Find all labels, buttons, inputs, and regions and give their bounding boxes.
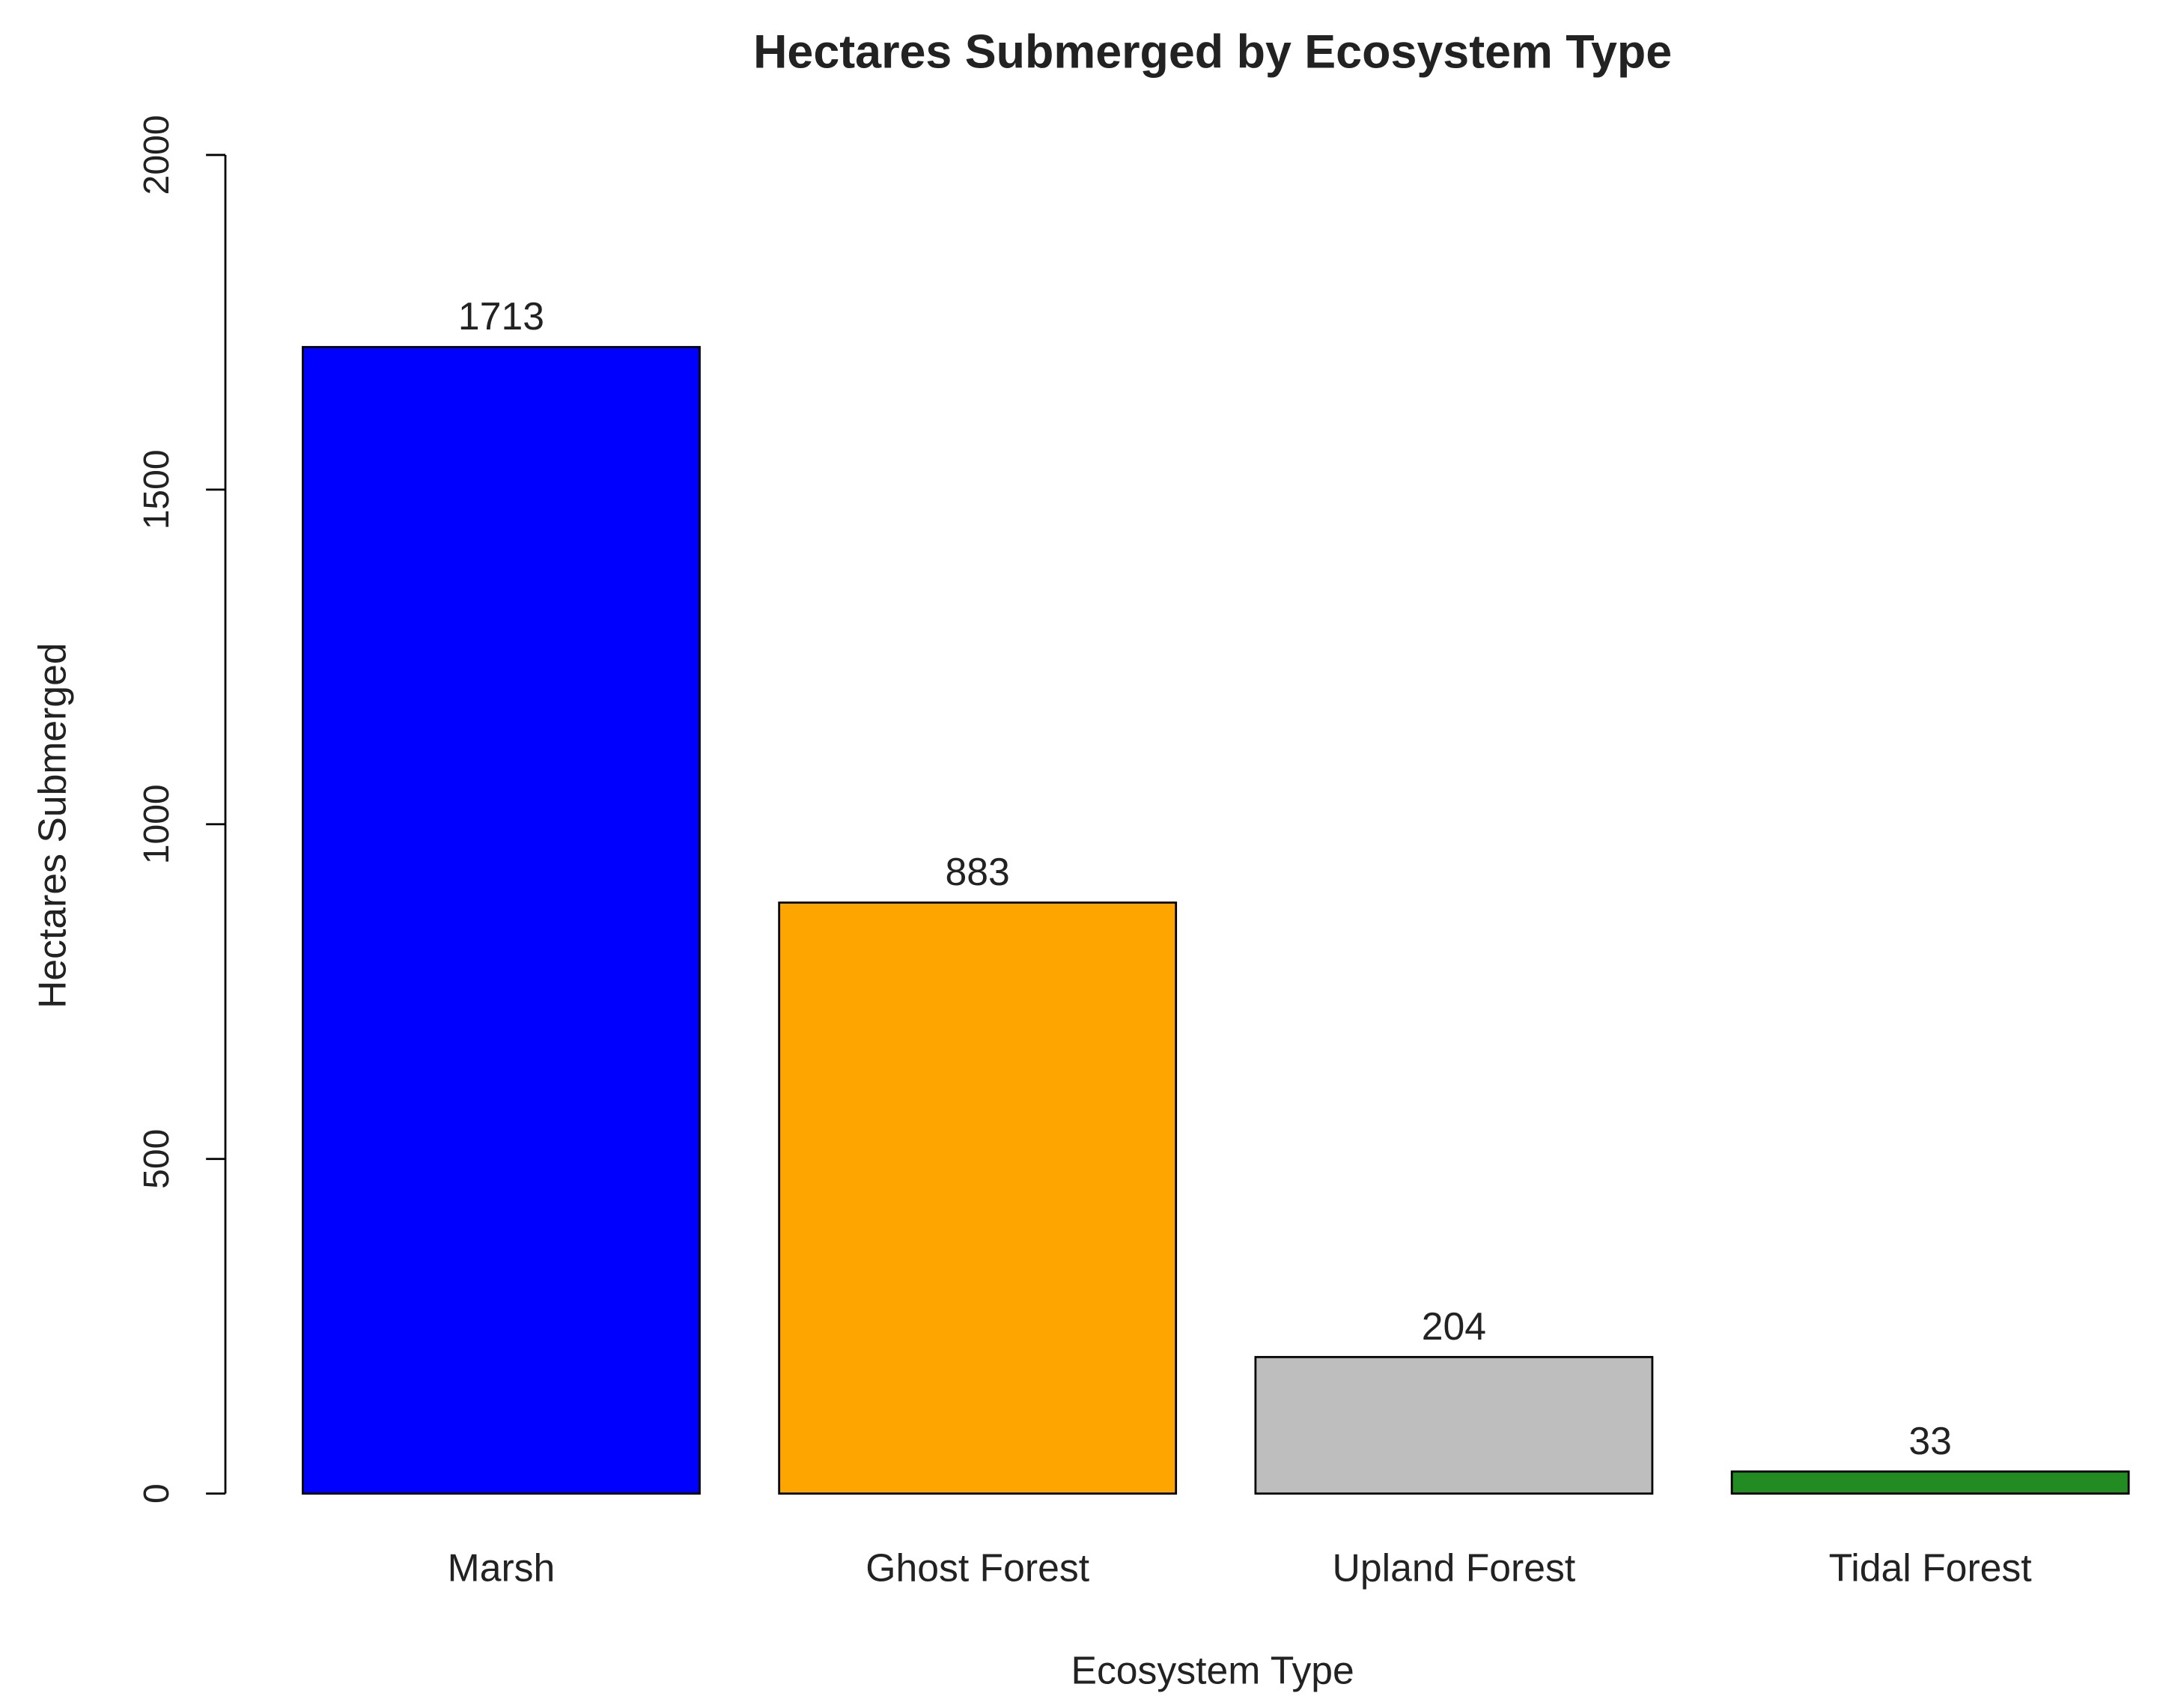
x-tick-label: Marsh [448,1546,556,1590]
bar [302,346,701,1495]
value-label: 1713 [458,294,544,338]
value-label: 883 [946,850,1010,893]
bar [1730,1470,2130,1495]
y-tick-label: 1000 [137,784,177,864]
value-label: 204 [1422,1304,1486,1348]
bar [1254,1355,1654,1495]
chart-title: Hectares Submerged by Ecosystem Type [753,26,1672,79]
x-axis-label: Ecosystem Type [1071,1648,1354,1692]
bar [778,901,1178,1495]
y-tick-label: 500 [137,1129,177,1189]
value-label: 33 [1908,1419,1952,1462]
x-tick-label: Upland Forest [1333,1546,1576,1590]
y-tick-label: 2000 [137,115,177,195]
y-tick-label: 1500 [137,449,177,529]
y-tick-label: 0 [137,1483,177,1504]
x-tick-label: Tidal Forest [1829,1546,2032,1590]
x-tick-label: Ghost Forest [865,1546,1089,1590]
y-axis-label: Hectares Submerged [31,642,74,1009]
